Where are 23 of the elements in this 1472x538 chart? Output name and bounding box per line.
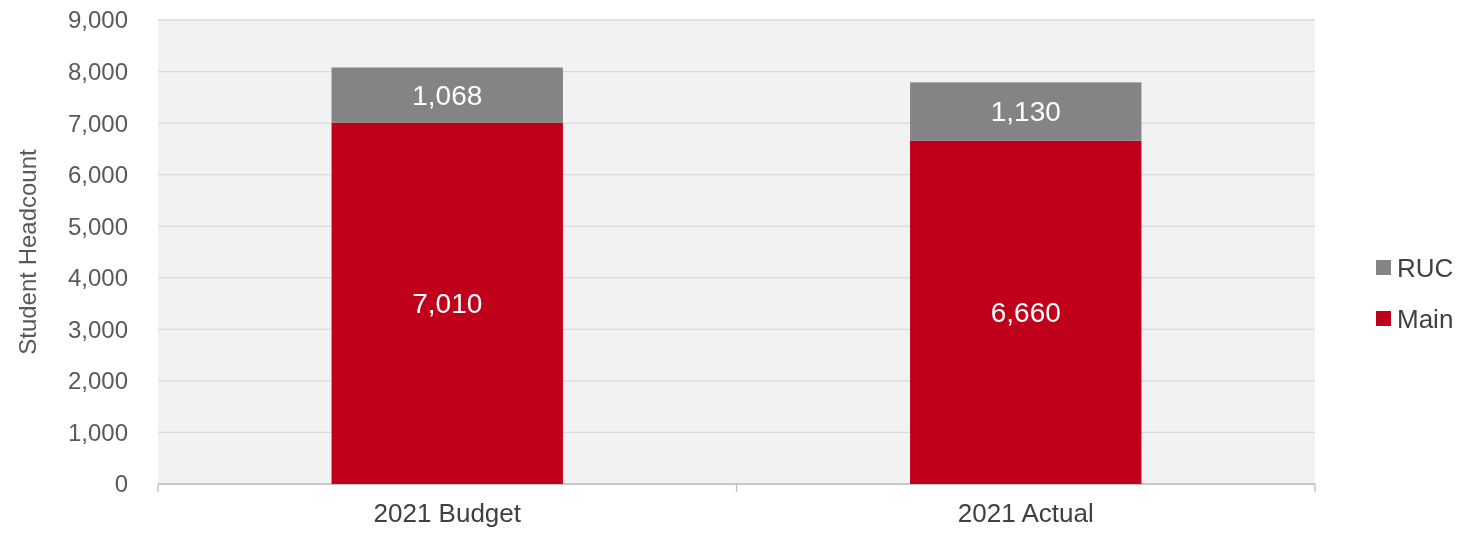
bar (910, 140, 1142, 484)
data-label: 1,068 (412, 79, 483, 111)
y-axis-title: Student Headcount (14, 148, 41, 355)
y-tick-label: 6,000 (67, 161, 128, 189)
y-tick-label: 4,000 (67, 264, 128, 292)
bar (331, 122, 563, 484)
y-tick-label: 5,000 (67, 212, 128, 240)
x-tick-label: 2021 Actual (957, 498, 1094, 528)
data-label: 7,010 (412, 288, 483, 320)
y-tick-label: 1,000 (67, 418, 128, 446)
data-label: 6,660 (990, 297, 1061, 329)
y-tick-label: 7,000 (67, 109, 128, 137)
y-tick-label: 8,000 (67, 57, 128, 85)
x-tick-label: 2021 Budget (373, 498, 522, 528)
data-label: 1,130 (990, 96, 1061, 128)
legend-label: Main (1397, 304, 1454, 335)
bar (910, 82, 1142, 141)
y-tick-label: 9,000 (67, 6, 128, 34)
legend-label: RUC (1397, 253, 1454, 284)
y-tick-label: 0 (114, 470, 128, 498)
y-tick-label: 2,000 (67, 367, 128, 395)
y-tick-label: 3,000 (67, 315, 128, 343)
bar (331, 67, 563, 123)
